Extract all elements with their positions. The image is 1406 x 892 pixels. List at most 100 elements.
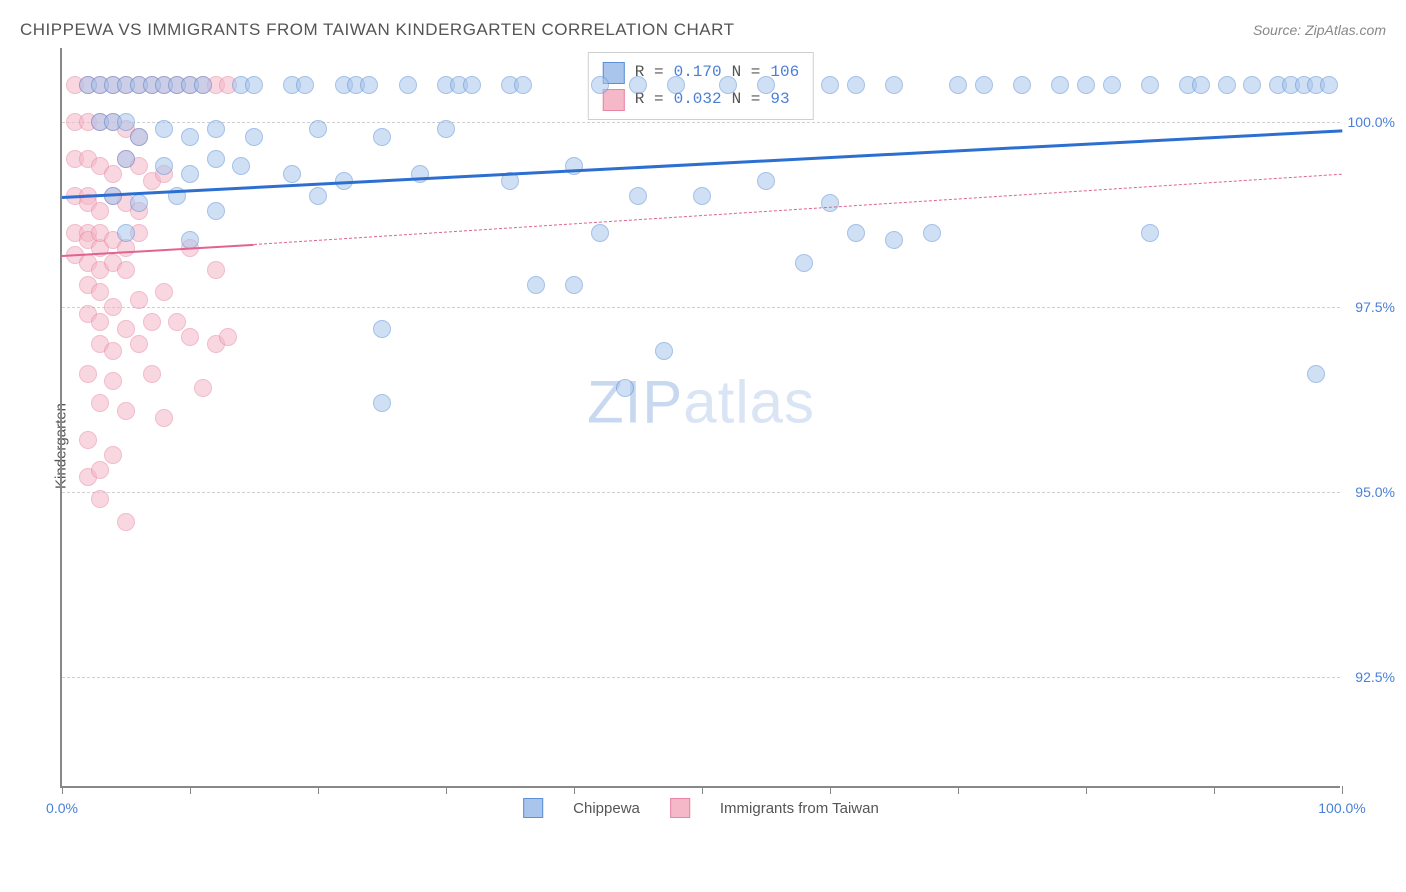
x-tick (958, 786, 959, 794)
taiwan-point (117, 402, 135, 420)
chippewa-point (360, 76, 378, 94)
taiwan-point (91, 202, 109, 220)
x-tick (1342, 786, 1343, 794)
taiwan-point (104, 165, 122, 183)
swatch-chippewa-bottom (523, 798, 543, 818)
watermark: ZIPatlas (587, 368, 815, 437)
chippewa-point (1077, 76, 1095, 94)
chippewa-point (514, 76, 532, 94)
taiwan-point (104, 298, 122, 316)
x-tick (62, 786, 63, 794)
chippewa-point (245, 128, 263, 146)
x-tick (446, 786, 447, 794)
chippewa-point (757, 172, 775, 190)
chippewa-point (629, 76, 647, 94)
chippewa-point (117, 113, 135, 131)
chippewa-point (923, 224, 941, 242)
correlation-legend: R = 0.170 N = 106 R = 0.032 N = 93 (588, 52, 814, 120)
series-legend: Chippewa Immigrants from Taiwan (523, 798, 879, 818)
chippewa-point (565, 276, 583, 294)
chippewa-point (1013, 76, 1031, 94)
x-tick (702, 786, 703, 794)
gridline (62, 307, 1340, 308)
chippewa-point (181, 165, 199, 183)
chippewa-point (847, 76, 865, 94)
taiwan-point (117, 320, 135, 338)
chippewa-point (437, 120, 455, 138)
taiwan-point (104, 446, 122, 464)
taiwan-point (91, 461, 109, 479)
chippewa-point (207, 202, 225, 220)
trend-line (254, 174, 1342, 245)
chippewa-point (885, 231, 903, 249)
taiwan-point (79, 365, 97, 383)
chippewa-point (296, 76, 314, 94)
taiwan-point (143, 365, 161, 383)
x-tick-label-right: 100.0% (1318, 800, 1365, 816)
x-tick (1214, 786, 1215, 794)
taiwan-point (117, 513, 135, 531)
chippewa-point (207, 120, 225, 138)
chippewa-point (975, 76, 993, 94)
taiwan-point (117, 261, 135, 279)
chippewa-point (463, 76, 481, 94)
plot-area: ZIPatlas R = 0.170 N = 106 R = 0.032 N =… (60, 48, 1340, 788)
taiwan-point (219, 328, 237, 346)
chippewa-point (757, 76, 775, 94)
gridline (62, 492, 1340, 493)
chippewa-point (309, 120, 327, 138)
chippewa-point (1051, 76, 1069, 94)
x-tick (574, 786, 575, 794)
chippewa-point (667, 76, 685, 94)
chippewa-point (207, 150, 225, 168)
x-tick (1086, 786, 1087, 794)
chippewa-point (821, 76, 839, 94)
taiwan-point (155, 283, 173, 301)
chippewa-point (245, 76, 263, 94)
taiwan-point (168, 313, 186, 331)
chippewa-point (616, 379, 634, 397)
chart-source: Source: ZipAtlas.com (1253, 22, 1386, 38)
chippewa-point (283, 165, 301, 183)
chippewa-point (130, 194, 148, 212)
taiwan-point (130, 291, 148, 309)
chippewa-point (1218, 76, 1236, 94)
chart-wrapper: ZIPatlas R = 0.170 N = 106 R = 0.032 N =… (60, 48, 1386, 788)
gridline (62, 122, 1340, 123)
taiwan-point (91, 313, 109, 331)
watermark-zip: ZIP (587, 369, 683, 436)
chippewa-point (1103, 76, 1121, 94)
taiwan-point (79, 431, 97, 449)
swatch-taiwan-bottom (670, 798, 690, 818)
chippewa-point (1320, 76, 1338, 94)
chippewa-point (232, 157, 250, 175)
chippewa-point (1307, 365, 1325, 383)
chippewa-point (194, 76, 212, 94)
chippewa-point (373, 128, 391, 146)
y-tick-label: 92.5% (1355, 669, 1395, 685)
x-tick-label-left: 0.0% (46, 800, 78, 816)
x-tick (830, 786, 831, 794)
taiwan-point (104, 372, 122, 390)
legend-taiwan-label: Immigrants from Taiwan (720, 800, 879, 817)
x-tick (318, 786, 319, 794)
taiwan-point (91, 394, 109, 412)
swatch-taiwan (603, 89, 625, 111)
chippewa-point (130, 128, 148, 146)
chippewa-point (821, 194, 839, 212)
chippewa-point (1141, 224, 1159, 242)
chippewa-point (1192, 76, 1210, 94)
n-label: N = (732, 86, 761, 113)
taiwan-point (181, 328, 199, 346)
chippewa-point (693, 187, 711, 205)
chart-header: CHIPPEWA VS IMMIGRANTS FROM TAIWAN KINDE… (0, 0, 1406, 48)
chippewa-point (949, 76, 967, 94)
x-tick (190, 786, 191, 794)
chippewa-point (155, 157, 173, 175)
chippewa-point (719, 76, 737, 94)
chippewa-point (655, 342, 673, 360)
chippewa-point (591, 224, 609, 242)
chart-title: CHIPPEWA VS IMMIGRANTS FROM TAIWAN KINDE… (20, 20, 734, 40)
chippewa-point (847, 224, 865, 242)
gridline (62, 677, 1340, 678)
